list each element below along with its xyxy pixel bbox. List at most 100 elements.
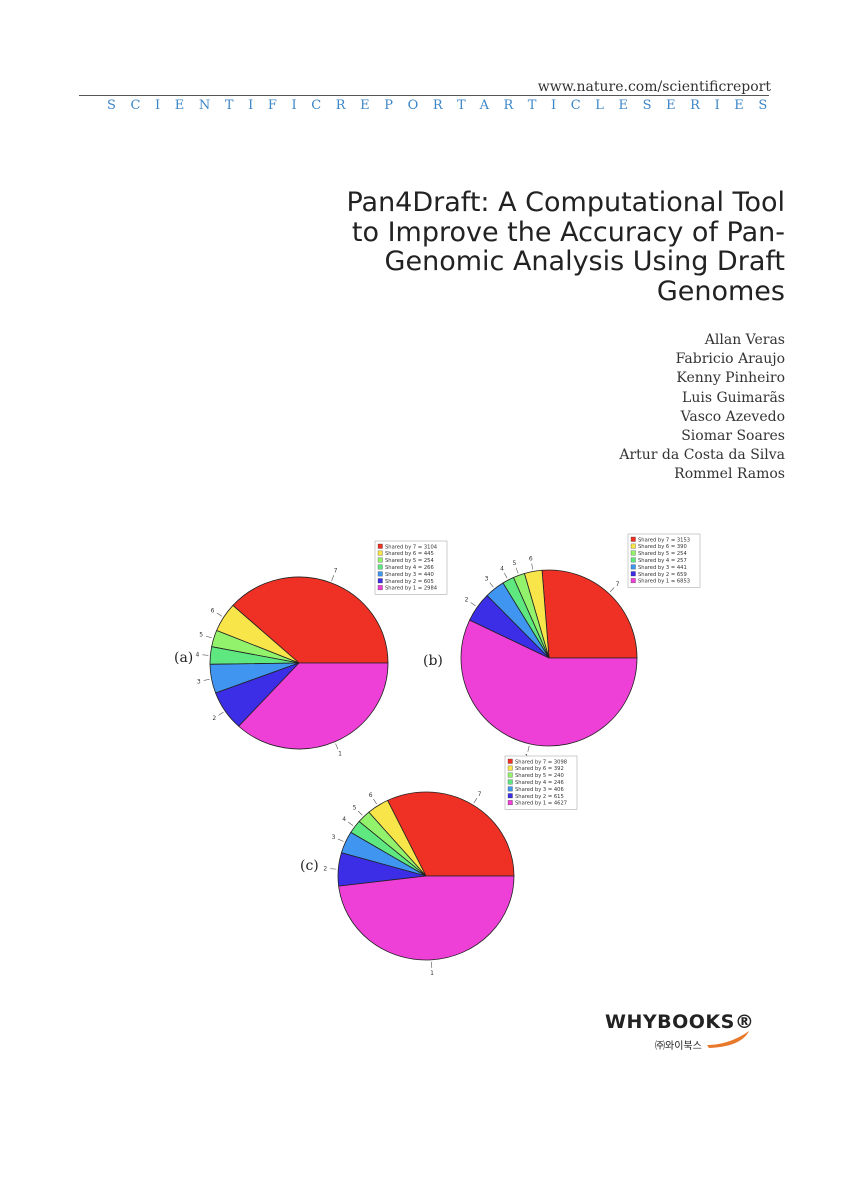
slice-label-tick <box>202 654 209 656</box>
legend-label: Shared by 7 = 3153 <box>638 537 690 543</box>
legend-swatch <box>630 578 636 584</box>
legend-label: Shared by 1 = 4627 <box>515 801 567 807</box>
slice-label: 5 <box>353 805 357 812</box>
panel-label-b: (b) <box>423 653 443 669</box>
slice-label-tick <box>357 810 363 816</box>
author-name: Kenny Pinheiro <box>676 370 785 387</box>
pie-slice <box>358 811 427 877</box>
slice-label: 4 <box>342 816 346 823</box>
legend-label: Shared by 3 = 441 <box>638 565 687 571</box>
legend-label: Shared by 2 = 605 <box>385 579 434 585</box>
legend-swatch <box>507 786 513 792</box>
legend-swatch <box>377 578 383 584</box>
slice-label: 7 <box>334 568 338 575</box>
legend-label: Shared by 1 = 2984 <box>385 586 438 592</box>
slice-label: 1 <box>338 751 342 758</box>
panel-label-a: (a) <box>174 650 194 666</box>
slice-label-tick <box>216 612 223 617</box>
slice-label-tick <box>337 838 344 842</box>
slice-label-tick <box>373 798 377 805</box>
legend-box <box>504 755 578 810</box>
slice-label: 6 <box>529 556 533 563</box>
legend-swatch <box>377 564 383 570</box>
site-url[interactable]: www.nature.com/scientificreport <box>537 79 771 95</box>
legend-box <box>374 540 448 595</box>
author-name: Siomar Soares <box>681 428 785 445</box>
author-name: Allan Veras <box>704 332 785 348</box>
slice-label: 3 <box>197 678 201 685</box>
pie-slice <box>340 831 427 877</box>
slice-label: 2 <box>212 715 216 722</box>
legend-swatch <box>507 800 513 806</box>
slice-label: 1 <box>525 754 529 761</box>
legend-swatch <box>377 557 383 563</box>
slice-label: 2 <box>323 865 327 872</box>
slice-label-tick <box>515 567 519 574</box>
title-line: Pan4Draft: A Computational Tool <box>346 187 785 218</box>
author-name: Rommel Ramos <box>674 466 785 483</box>
pie-slice <box>368 799 427 877</box>
slice-label-tick <box>609 587 615 593</box>
legend-swatch <box>507 793 513 799</box>
legend-label: Shared by 6 = 392 <box>515 766 564 772</box>
legend-label: Shared by 7 = 3104 <box>385 544 438 550</box>
legend-swatch <box>377 550 383 556</box>
legend-swatch <box>630 550 636 556</box>
slice-label: 3 <box>485 576 489 583</box>
slice-label-tick <box>331 575 335 581</box>
logo-wordmark: WHYBOOKS® <box>605 1011 754 1033</box>
pie-slice <box>460 619 638 747</box>
logo-registered: ® <box>734 1011 755 1033</box>
panel-label-c: (c) <box>300 858 319 874</box>
pie-slice <box>209 662 300 694</box>
slice-label-tick <box>205 635 212 639</box>
pie-slice <box>232 576 389 664</box>
slice-label: 1 <box>430 970 434 977</box>
legend-swatch <box>630 564 636 570</box>
slice-label: 3 <box>332 834 336 841</box>
pie-slice <box>469 594 550 659</box>
slice-label-tick <box>218 711 224 716</box>
author-name: Vasco Azevedo <box>680 408 785 425</box>
legend-label: Shared by 1 = 6853 <box>638 579 690 585</box>
legend-swatch <box>507 772 513 778</box>
legend-box <box>627 533 701 588</box>
legend-label: Shared by 3 = 406 <box>515 787 564 793</box>
slice-label-tick <box>489 582 494 588</box>
legend-label: Shared by 7 = 3098 <box>515 759 567 765</box>
legend-swatch <box>507 779 513 785</box>
pie-slice <box>211 629 300 664</box>
logo-swoosh-icon <box>707 1031 749 1048</box>
logo-name: WHYBOOKS <box>605 1011 735 1033</box>
slice-label-tick <box>335 743 339 750</box>
author-name: Artur da Costa da Silva <box>619 447 785 464</box>
legend-swatch <box>630 536 636 542</box>
legend-swatch <box>630 543 636 549</box>
pie-slice <box>338 875 515 961</box>
author-name: Fabricio Araujo <box>675 351 785 368</box>
title-line: Genomes <box>656 275 785 307</box>
legend-label: Shared by 5 = 240 <box>515 773 564 779</box>
slice-label-tick <box>203 678 210 681</box>
legend-swatch <box>377 585 383 591</box>
legend-swatch <box>507 758 513 764</box>
paper-title: Pan4Draft: A Computational Tool to Impro… <box>285 188 785 306</box>
legend-label: Shared by 2 = 659 <box>638 572 687 578</box>
slice-label-tick <box>348 821 354 826</box>
slice-label: 4 <box>195 651 199 658</box>
slice-label: 4 <box>500 566 504 573</box>
pie-slice <box>209 646 300 665</box>
legend-label: Shared by 4 = 257 <box>638 558 687 564</box>
slice-label-tick <box>527 745 530 752</box>
legend-swatch <box>377 543 383 549</box>
publisher-logo: WHYBOOKS® ㈜와이북스 <box>605 1011 755 1052</box>
slice-label-tick <box>504 572 508 579</box>
pie-slice <box>337 852 427 887</box>
legend-swatch <box>377 571 383 577</box>
legend-label: Shared by 4 = 266 <box>385 565 434 571</box>
slice-label-tick <box>470 602 476 607</box>
pie-slice <box>512 573 550 659</box>
legend-label: Shared by 6 = 390 <box>638 544 687 550</box>
